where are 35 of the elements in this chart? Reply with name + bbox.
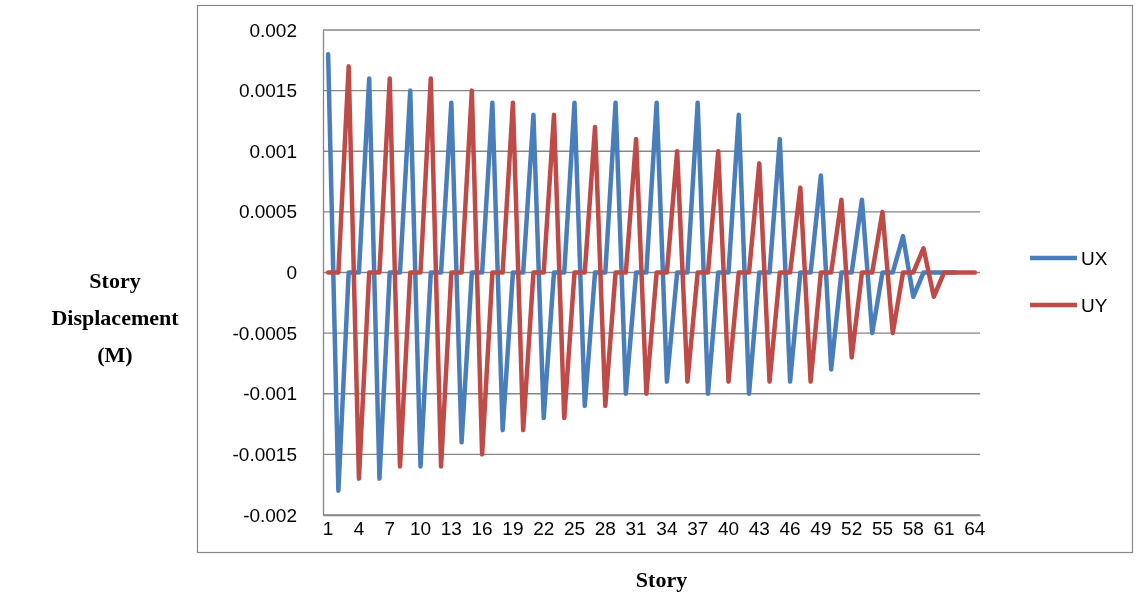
y-tick-label: -0.0015 (232, 443, 297, 465)
x-tick-label: 43 (748, 517, 770, 539)
x-tick-label: 46 (779, 517, 801, 539)
x-tick-label: 49 (810, 517, 832, 539)
x-tick-label: 58 (902, 517, 924, 539)
y-tick-label: 0.0005 (238, 201, 297, 223)
x-tick-label: 37 (687, 517, 709, 539)
x-tick-label: 7 (384, 517, 396, 539)
y-tick-label: -0.002 (243, 504, 297, 526)
x-tick-label: 55 (871, 517, 894, 539)
x-tick-label: 22 (533, 517, 555, 539)
legend-label: UX (1081, 248, 1108, 269)
x-tick-label: 28 (594, 517, 616, 539)
y-tick-label: -0.0005 (232, 322, 297, 344)
x-tick-label: 52 (841, 517, 863, 539)
x-tick-label: 31 (625, 517, 647, 539)
y-tick-label: 0 (286, 262, 297, 284)
y-tick-label: 0.0015 (238, 80, 297, 102)
x-tick-label: 1 (322, 517, 334, 539)
x-tick-label: 64 (964, 517, 986, 539)
x-tick-label: 34 (656, 517, 678, 539)
y-tick-label: 0.001 (249, 140, 297, 162)
y-axis-title: Story Displacement (M) (51, 268, 180, 367)
x-tick-label: 13 (440, 517, 462, 539)
x-tick-label: 19 (502, 517, 524, 539)
x-tick-label: 10 (409, 517, 432, 539)
legend-label: UY (1081, 295, 1108, 316)
y-tick-label: -0.001 (243, 383, 297, 405)
x-tick-label: 25 (563, 517, 586, 539)
y-tick-label: 0.002 (249, 19, 297, 41)
x-tick-label: 40 (717, 517, 740, 539)
x-tick-label: 16 (471, 517, 493, 539)
x-tick-label: 4 (353, 517, 365, 539)
x-axis-title: Story (635, 567, 688, 592)
x-tick-label: 61 (933, 517, 955, 539)
